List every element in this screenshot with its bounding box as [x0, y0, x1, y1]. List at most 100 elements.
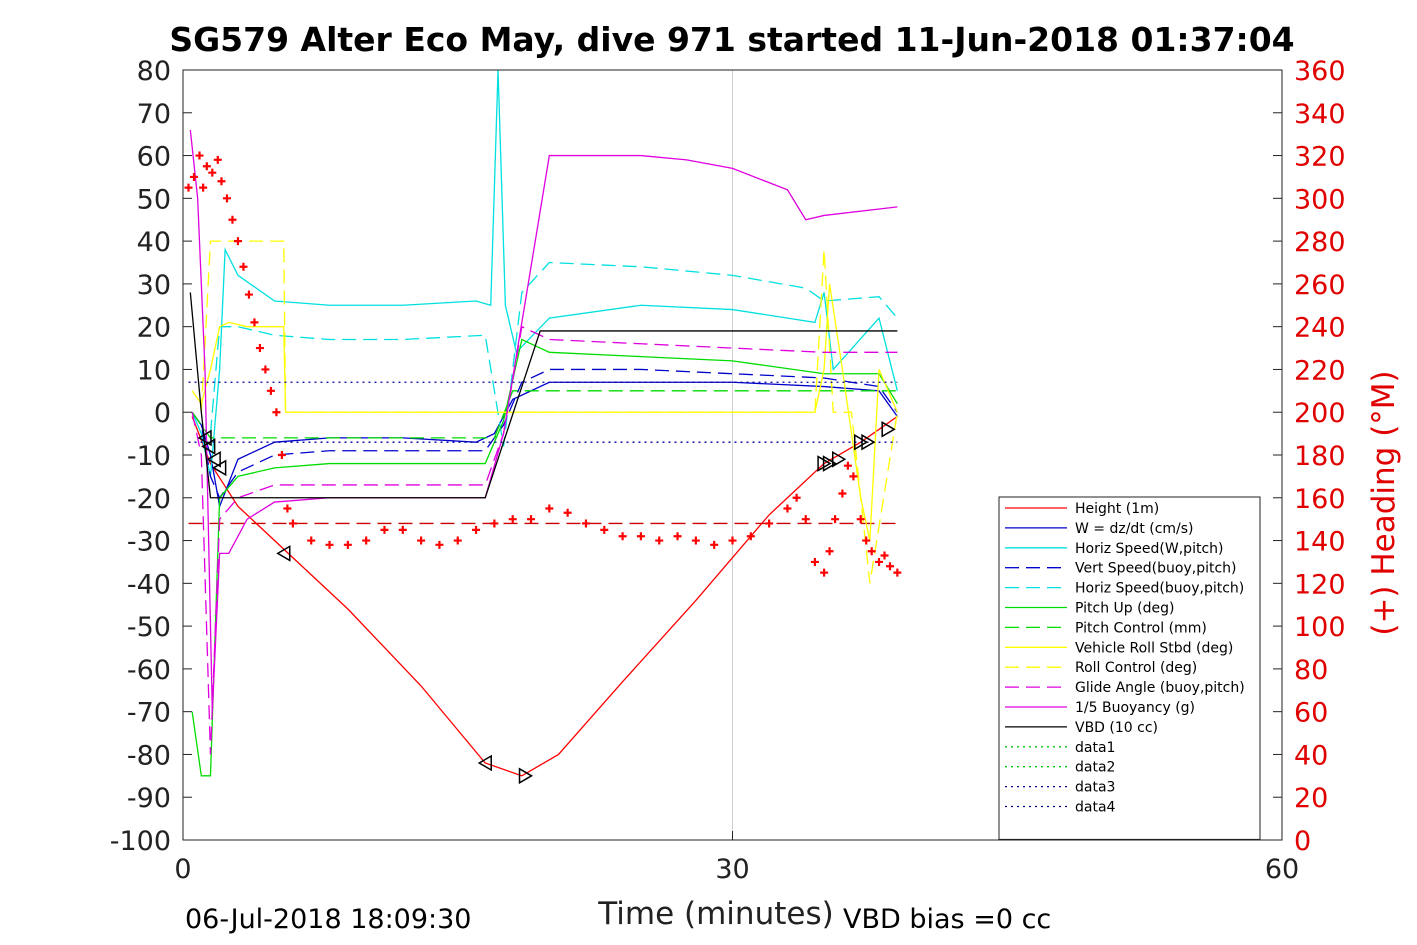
- heading-point: [272, 408, 281, 417]
- series-line-6: [191, 390, 898, 439]
- y-tick-label: 50: [137, 184, 171, 215]
- heading-point: [208, 168, 217, 177]
- y2-tick-label: 300: [1294, 184, 1346, 215]
- heading-point: [398, 525, 407, 534]
- y2-tick-label: 160: [1294, 484, 1346, 515]
- y-tick-label: -10: [127, 441, 171, 472]
- heading-point: [746, 532, 755, 541]
- legend-entry: VBD (10 cc): [1075, 720, 1158, 736]
- x-axis-label: Time (minutes): [597, 896, 833, 932]
- heading-point: [710, 540, 719, 549]
- heading-point: [893, 568, 902, 577]
- legend-entry: Roll Control (deg): [1075, 660, 1197, 676]
- heading-point: [849, 472, 858, 481]
- y-tick-label: 70: [137, 99, 171, 130]
- heading-point: [691, 536, 700, 545]
- heading-point: [343, 540, 352, 549]
- series-line-9: [191, 325, 898, 755]
- y-tick-label: -40: [127, 569, 171, 600]
- legend-entry: Pitch Up (deg): [1075, 601, 1174, 617]
- heading-point: [283, 504, 292, 513]
- series-line-11: [189, 292, 898, 499]
- heading-point: [453, 536, 462, 545]
- y-tick-label: -20: [127, 484, 171, 515]
- heading-point: [728, 536, 737, 545]
- legend: Height (1m) W = dz/dt (cm/s) Horiz Speed(W…: [998, 496, 1261, 840]
- heading-point: [202, 162, 211, 171]
- y-tick-label: -90: [127, 783, 171, 814]
- heading-point: [217, 177, 226, 186]
- heading-point: [288, 519, 297, 528]
- heading-point: [765, 519, 774, 528]
- heading-point: [792, 493, 801, 502]
- heading-point: [545, 504, 554, 513]
- heading-point: [233, 237, 242, 246]
- triangle-marker: [518, 767, 534, 785]
- y-tick-label: 10: [137, 355, 171, 386]
- y2-tick-label: 0: [1294, 826, 1311, 857]
- series-line-3: [191, 368, 898, 500]
- legend-entry: Pitch Control (mm): [1075, 620, 1207, 636]
- heading-point: [277, 451, 286, 459]
- heading-point: [189, 172, 198, 181]
- heading-point: [261, 365, 270, 374]
- y2-tick-label: 140: [1294, 527, 1346, 558]
- heading-point: [325, 540, 334, 549]
- y-tick-label: 40: [137, 227, 171, 258]
- heading-point: [655, 536, 664, 545]
- series-line-2: [191, 69, 898, 477]
- legend-entry: Vehicle Roll Stbd (deg): [1075, 640, 1233, 656]
- y-tick-label: 30: [137, 270, 171, 301]
- y-tick-label: 0: [154, 398, 171, 429]
- triangle-marker: [197, 429, 212, 447]
- legend-entry: data3: [1075, 780, 1115, 796]
- heading-point: [838, 489, 847, 498]
- heading-point: [417, 536, 426, 545]
- heading-point: [673, 532, 682, 541]
- y2-tick-label: 180: [1294, 441, 1346, 472]
- heading-point: [195, 151, 204, 160]
- heading-point: [563, 508, 572, 517]
- heading-point: [222, 194, 231, 203]
- footer-vbd-bias: VBD bias =0 cc: [843, 904, 1051, 935]
- heading-point: [244, 290, 253, 299]
- heading-point: [508, 515, 517, 524]
- heading-point: [856, 515, 865, 524]
- y2-tick-label: 220: [1294, 355, 1346, 386]
- legend-entry: Horiz Speed(buoy,pitch): [1075, 581, 1244, 597]
- triangle-marker: [853, 433, 869, 451]
- heading-point: [266, 386, 275, 395]
- heading-point: [581, 519, 590, 528]
- legend-box: [998, 496, 1261, 840]
- heading-point: [239, 262, 248, 271]
- y2-tick-label: 100: [1294, 612, 1346, 643]
- y2-tick-label: 80: [1294, 655, 1328, 686]
- triangle-marker: [201, 438, 216, 455]
- y2-tick-label: 260: [1294, 270, 1346, 301]
- legend-entry: 1/5 Buoyancy (g): [1075, 700, 1195, 716]
- triangle-marker: [822, 455, 838, 472]
- triangle-marker: [276, 545, 291, 562]
- y-tick-label: -30: [127, 527, 171, 558]
- heading-point: [843, 461, 852, 470]
- heading-point: [880, 551, 889, 560]
- y2-tick-label: 20: [1294, 783, 1328, 814]
- heading-point: [255, 344, 264, 353]
- heading-point: [618, 532, 627, 541]
- y2-tick-label: 340: [1294, 99, 1346, 130]
- heading-point: [199, 183, 208, 192]
- triangle-marker: [881, 421, 896, 438]
- heading-point: [307, 536, 316, 545]
- y-tick-label: -60: [127, 655, 171, 686]
- legend-entry: data4: [1075, 800, 1116, 816]
- y2-tick-label: 200: [1294, 398, 1346, 429]
- heading-point: [831, 515, 840, 524]
- y2-tick-label: 240: [1294, 313, 1346, 344]
- legend-entry: Height (1m): [1075, 501, 1159, 517]
- legend-entry: Horiz Speed(W,pitch): [1075, 541, 1223, 557]
- heading-point: [801, 515, 810, 524]
- x-tick-label: 30: [715, 854, 749, 885]
- y2-tick-label: 120: [1294, 569, 1346, 600]
- heading-point: [435, 540, 444, 549]
- legend-entry: Glide Angle (buoy,pitch): [1075, 680, 1245, 696]
